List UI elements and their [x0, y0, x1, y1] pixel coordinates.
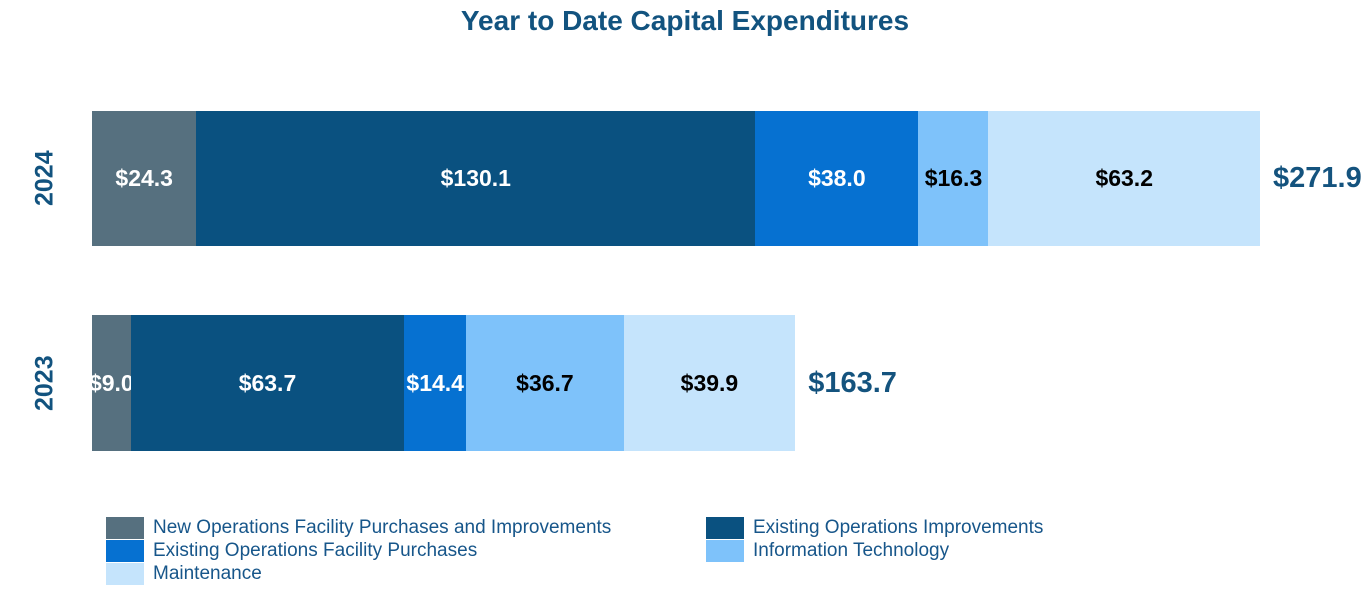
bar-segment: $38.0	[755, 111, 919, 246]
bar-segment: $16.3	[918, 111, 989, 246]
year-axis-label: 2024	[30, 150, 59, 207]
legend-swatch-icon	[106, 539, 144, 562]
legend-item: Existing Operations Facility Purchases	[106, 539, 611, 562]
bar-row-2024: 2024 $24.3 $130.1 $38.0 $16.3 $63.2 $271.9	[31, 111, 1362, 246]
legend-swatch-icon	[106, 562, 144, 585]
segment-value-label: $63.7	[238, 369, 297, 396]
legend-item: Maintenance	[106, 562, 611, 585]
legend-swatch-icon	[706, 539, 744, 562]
chart-legend: New Operations Facility Purchases and Im…	[0, 516, 1370, 591]
bar-segment: $130.1	[196, 111, 756, 246]
bar-segment: $24.3	[92, 111, 197, 246]
segment-value-label: $39.9	[680, 369, 739, 396]
bar-segment: $14.4	[404, 315, 467, 451]
legend-item: New Operations Facility Purchases and Im…	[106, 516, 611, 539]
segment-value-label: $14.4	[406, 369, 464, 396]
legend-label: Existing Operations Improvements	[753, 516, 1044, 538]
segment-value-label: $24.3	[115, 165, 173, 191]
year-axis-label: 2023	[30, 355, 59, 411]
chart-title: Year to Date Capital Expenditures	[460, 5, 910, 36]
legend-swatch-icon	[706, 516, 744, 539]
bar-segment: $63.7	[130, 315, 405, 451]
bar-segment: $63.2	[988, 111, 1260, 246]
bar-segment: $9.0	[88, 315, 134, 451]
segment-value-label: $130.1	[440, 165, 511, 191]
bar-segment: $36.7	[466, 315, 624, 451]
segment-value-label: $36.7	[516, 369, 574, 396]
total-value-label: $163.7	[808, 366, 897, 399]
legend-item: Existing Operations Improvements	[706, 516, 1043, 539]
bar-row-2023: 2023 $9.0 $63.7 $14.4 $36.7 $39.9 $163.7	[31, 315, 897, 451]
segment-value-label: $9.0	[88, 369, 134, 396]
legend-label: Information Technology	[753, 539, 950, 561]
segment-value-label: $63.2	[1095, 165, 1153, 191]
bar-segment: $39.9	[623, 315, 796, 451]
legend-label: Maintenance	[153, 562, 262, 584]
legend-column-2: Existing Operations Improvements Informat…	[706, 516, 1043, 562]
legend-item: Information Technology	[706, 539, 1043, 562]
legend-label: Existing Operations Facility Purchases	[153, 539, 478, 561]
total-value-label: $271.9	[1273, 162, 1362, 194]
segment-value-label: $38.0	[808, 165, 866, 191]
legend-swatch-icon	[106, 516, 144, 539]
legend-label: New Operations Facility Purchases and Im…	[153, 516, 612, 538]
segment-value-label: $16.3	[924, 165, 983, 191]
legend-column-1: New Operations Facility Purchases and Im…	[106, 516, 611, 585]
